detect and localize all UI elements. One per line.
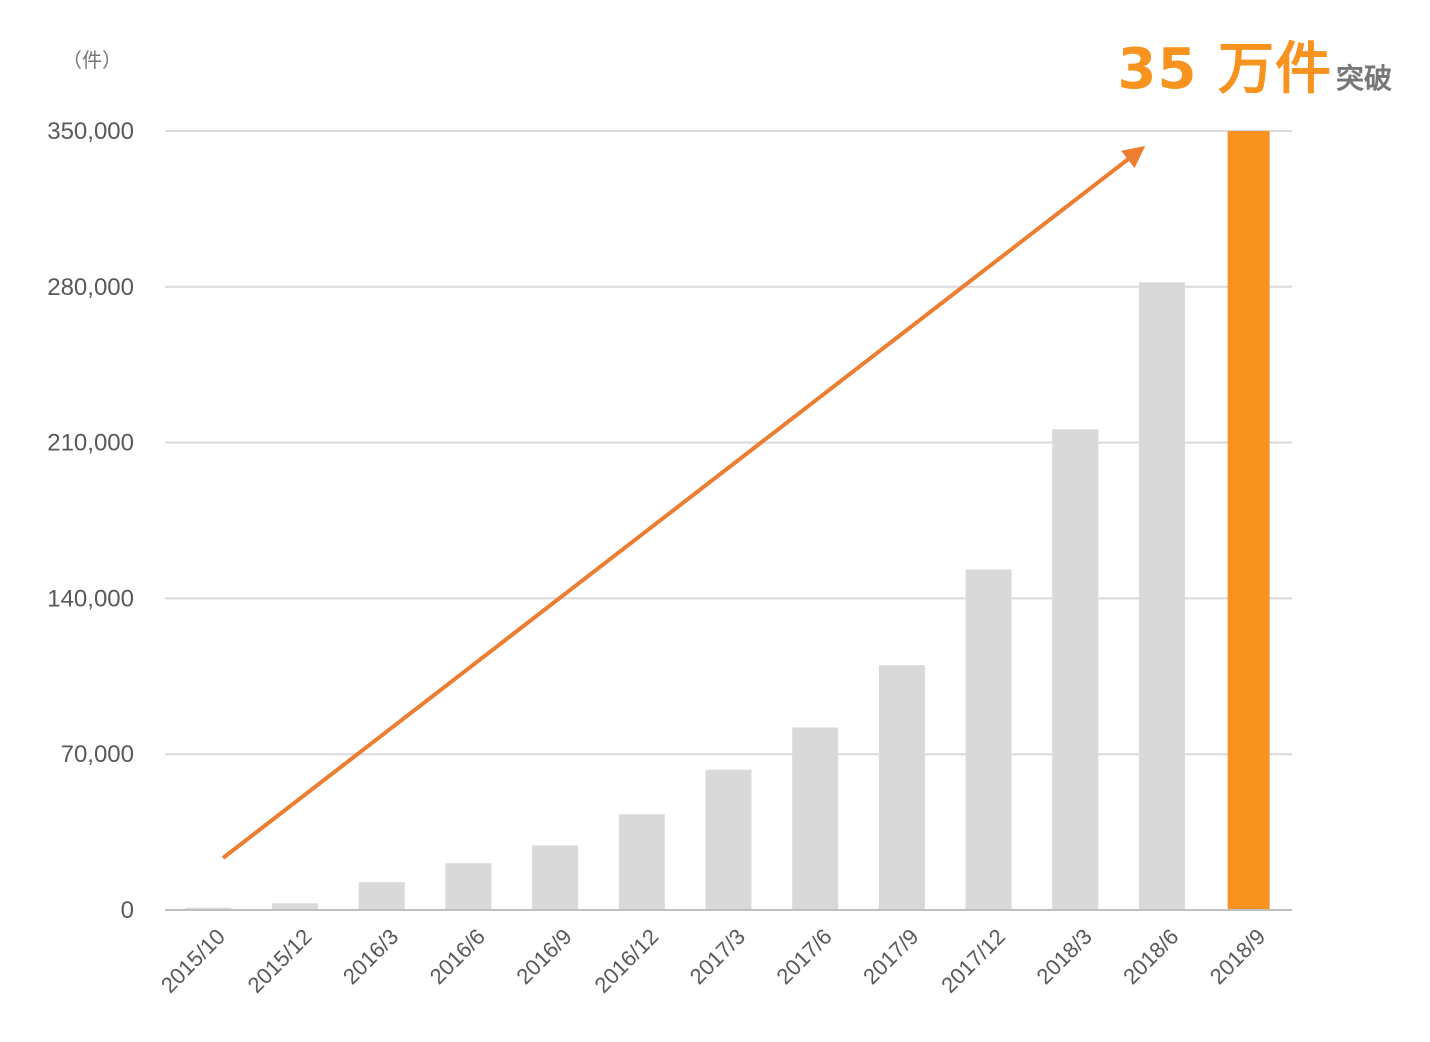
bar	[618, 814, 665, 910]
y-unit-label: （件）	[62, 48, 122, 72]
y-tick-label: 210,000	[47, 430, 134, 457]
x-tick-label: 2018/6	[1118, 924, 1183, 989]
x-tick-label: 2018/3	[1032, 924, 1097, 989]
x-tick-label: 2016/9	[511, 924, 576, 989]
bar	[445, 863, 492, 910]
x-tick-label: 2015/12	[243, 924, 317, 998]
bar	[185, 907, 232, 910]
y-tick-label: 280,000	[47, 274, 134, 301]
x-tick-label: 2016/3	[338, 924, 403, 989]
x-tick-label: 2018/9	[1205, 924, 1270, 989]
bar	[705, 769, 752, 910]
headline-value: 35 万件	[1117, 37, 1332, 102]
x-tick-label: 2017/12	[936, 924, 1010, 998]
bar	[358, 882, 405, 910]
y-tick-label: 350,000	[47, 118, 134, 145]
y-tick-label: 70,000	[61, 741, 134, 768]
trend-arrow	[221, 145, 1146, 860]
headline: 35 万件 突破	[1118, 24, 1392, 105]
x-tick-label: 2016/12	[589, 924, 663, 998]
bar	[532, 845, 579, 910]
bar	[1138, 282, 1185, 910]
x-tick-label: 2016/6	[425, 924, 490, 989]
y-tick-label: 0	[121, 897, 134, 924]
highlight-bar	[1227, 131, 1270, 910]
x-tick-label: 2017/9	[858, 924, 923, 989]
x-tick-label: 2015/10	[156, 924, 230, 998]
bar	[878, 665, 925, 910]
bar	[792, 727, 839, 910]
y-tick-label: 140,000	[47, 585, 134, 612]
headline-suffix: 突破	[1335, 62, 1392, 95]
bar	[1052, 429, 1099, 910]
bar	[272, 903, 319, 910]
bar	[965, 569, 1012, 910]
x-tick-label: 2017/6	[771, 924, 836, 989]
x-tick-label: 2017/3	[685, 924, 750, 989]
